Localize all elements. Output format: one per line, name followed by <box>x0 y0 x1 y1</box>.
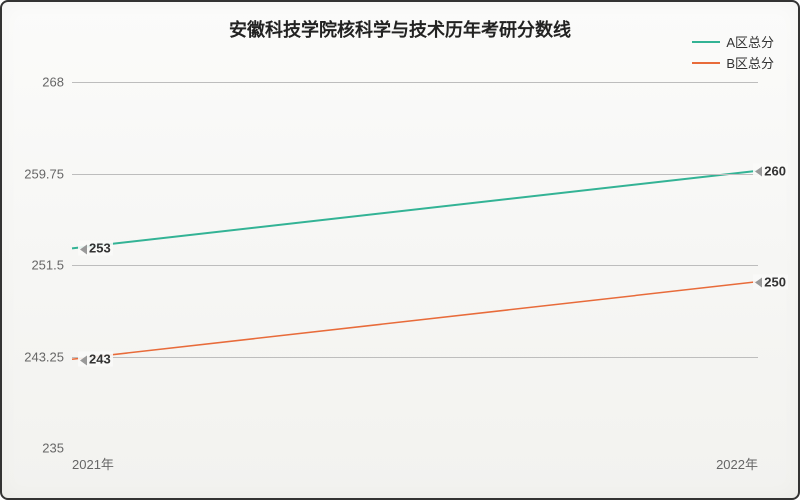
gridline <box>72 357 758 358</box>
legend-swatch-a <box>692 41 720 43</box>
series-line <box>72 171 758 249</box>
plot-area: 235243.25251.5259.752682021年2022年2532602… <box>72 82 758 448</box>
data-label: 253 <box>78 241 113 256</box>
legend-item-b: B区总分 <box>692 53 774 72</box>
chart-title: 安徽科技学院核科学与技术历年考研分数线 <box>229 16 571 42</box>
gridline <box>72 265 758 266</box>
y-axis-label: 259.75 <box>24 166 64 181</box>
x-axis-label: 2021年 <box>72 454 114 473</box>
gridline <box>72 82 758 83</box>
y-axis-label: 268 <box>42 75 64 90</box>
legend-label-b: B区总分 <box>726 53 774 72</box>
y-axis-label: 243.25 <box>24 349 64 364</box>
data-label: 260 <box>753 163 788 178</box>
y-axis-label: 235 <box>42 441 64 456</box>
data-label: 250 <box>753 274 788 289</box>
x-axis-label: 2022年 <box>716 454 758 473</box>
chart-container: 安徽科技学院核科学与技术历年考研分数线 A区总分 B区总分 235243.252… <box>0 0 800 500</box>
legend-swatch-b <box>692 62 720 64</box>
series-line <box>72 282 758 360</box>
legend-item-a: A区总分 <box>692 32 774 51</box>
legend: A区总分 B区总分 <box>692 32 774 74</box>
legend-label-a: A区总分 <box>726 32 774 51</box>
data-label: 243 <box>78 352 113 367</box>
gridline <box>72 174 758 175</box>
y-axis-label: 251.5 <box>31 258 64 273</box>
